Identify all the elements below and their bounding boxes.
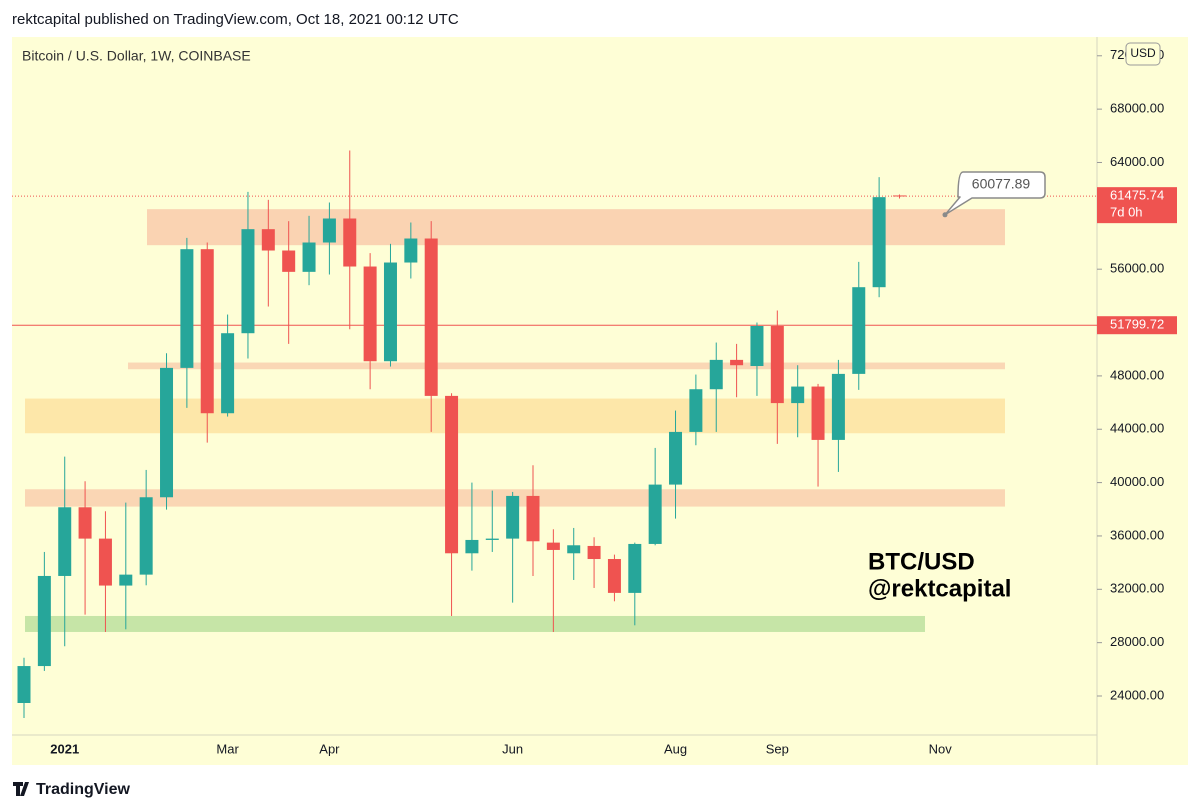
candle-body: [180, 249, 194, 368]
candle-body: [689, 389, 703, 432]
callout: [944, 171, 1046, 216]
x-tick-label: 2021: [50, 741, 79, 756]
candle-body: [404, 238, 418, 263]
candle-body: [78, 507, 92, 539]
y-tick-label: 68000.00: [1110, 101, 1164, 116]
header-title: rektcapital published on TradingView.com…: [12, 11, 459, 28]
y-tick-label: 28000.00: [1110, 634, 1164, 649]
price-label-box: [1097, 316, 1177, 335]
candle-body: [221, 333, 235, 414]
candle-body: [119, 574, 133, 586]
candle-body: [567, 545, 581, 554]
candle-body: [607, 559, 621, 593]
candle-body: [770, 326, 784, 404]
candle-body: [383, 262, 397, 362]
zone: [128, 362, 1005, 370]
candle-body: [322, 218, 336, 243]
symbol: Bitcoin / U.S. Dollar, 1W, COINBASE: [22, 48, 251, 64]
candle-body: [424, 238, 438, 396]
countdown-label: 7d 0h: [1110, 205, 1143, 220]
zone: [147, 209, 1005, 246]
price-label: 51799.72: [1110, 317, 1164, 332]
candle-body: [628, 543, 642, 593]
price-label-box: [1097, 187, 1177, 224]
candle-body: [526, 495, 540, 542]
y-tick-label: 24000.00: [1110, 687, 1164, 702]
candle-body: [465, 539, 479, 554]
y-tick-label: 48000.00: [1110, 367, 1164, 382]
candle-body: [587, 545, 601, 560]
watermark: BTC/USD: [868, 548, 975, 575]
candle-body: [791, 386, 805, 404]
footer-logo: [13, 782, 29, 796]
candle-body: [282, 250, 296, 272]
candle-body: [831, 373, 845, 440]
x-tick-label: Apr: [319, 741, 340, 756]
candle-body: [139, 497, 153, 575]
currency-badge: [1125, 42, 1161, 66]
candle-body: [709, 359, 723, 390]
candle-body: [98, 538, 112, 586]
candle-body: [343, 218, 357, 267]
candle-body: [241, 229, 255, 334]
y-tick-label: 56000.00: [1110, 261, 1164, 276]
price-label: 61475.74: [1110, 188, 1164, 203]
candle-body: [445, 395, 459, 554]
watermark: @rektcapital: [868, 575, 1011, 602]
y-tick-label: 32000.00: [1110, 581, 1164, 596]
callout-label: 60077.89: [972, 176, 1031, 192]
y-tick-label: 64000.00: [1110, 154, 1164, 169]
x-tick-label: Mar: [216, 741, 239, 756]
candle-body: [872, 197, 886, 288]
x-tick-label: Jun: [502, 741, 523, 756]
candle-body: [302, 242, 316, 272]
y-tick-label: 40000.00: [1110, 474, 1164, 489]
candle-body: [669, 431, 683, 485]
candle-body: [37, 575, 51, 667]
x-tick-label: Nov: [929, 741, 953, 756]
candle-body: [892, 195, 906, 197]
candle-body: [485, 538, 499, 540]
candle-body: [58, 507, 72, 576]
candle-body: [506, 495, 520, 539]
candle-body: [648, 484, 662, 544]
x-tick-label: Sep: [766, 741, 789, 756]
currency-label: USD: [1130, 46, 1156, 60]
y-tick-label: 44000.00: [1110, 421, 1164, 436]
candle-body: [811, 386, 825, 440]
candle-body: [852, 287, 866, 374]
candle-body: [17, 666, 31, 704]
callout-point: [942, 212, 948, 218]
candle-body: [363, 266, 377, 362]
candle-body: [200, 249, 214, 414]
zone: [25, 615, 925, 632]
y-tick-label: 36000.00: [1110, 527, 1164, 542]
x-tick-label: Aug: [664, 741, 687, 756]
footer-brand: TradingView: [36, 781, 131, 798]
candle-body: [261, 229, 275, 251]
candle-body: [730, 359, 744, 366]
candle-body: [750, 326, 764, 367]
candle-body: [546, 542, 560, 550]
candle-body: [160, 367, 174, 498]
